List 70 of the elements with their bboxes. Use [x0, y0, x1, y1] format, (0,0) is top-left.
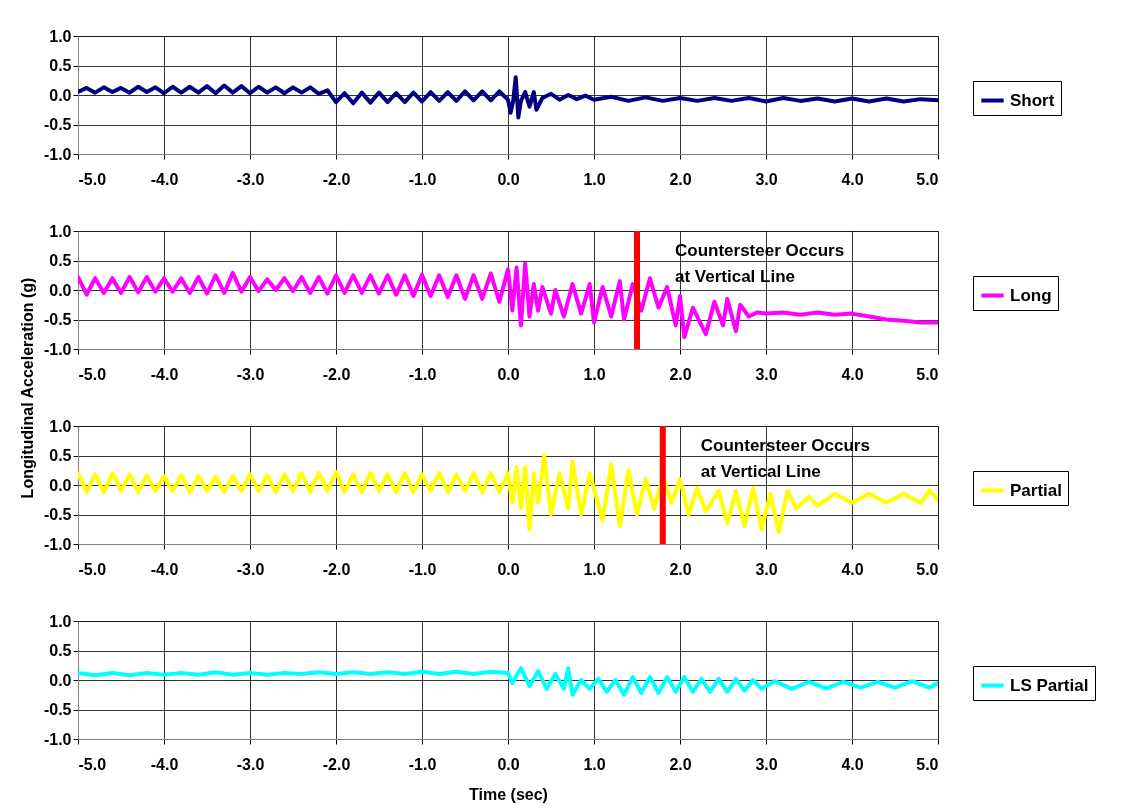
y-tick-label: -0.5: [43, 701, 72, 718]
x-tick-label: 3.0: [755, 560, 778, 578]
y-tick-label: -0.5: [43, 311, 72, 328]
x-tick-label: 4.0: [841, 560, 864, 578]
y-tick-label: 0.0: [49, 86, 72, 104]
x-tick-label: 0.0: [497, 755, 520, 773]
x-tick-label: 0.0: [497, 365, 520, 383]
x-tick-label: -2.0: [322, 560, 351, 578]
x-tick-label: 1.0: [583, 170, 606, 188]
y-tick-label: 1.0: [49, 222, 72, 240]
x-tick-label: -3.0: [236, 755, 265, 773]
x-tick-label: 3.0: [755, 170, 778, 188]
x-tick-label: 5.0: [916, 560, 939, 578]
x-tick-label: -1.0: [408, 755, 437, 773]
x-tick-label: 2.0: [669, 170, 692, 188]
x-tick-label: 3.0: [755, 755, 778, 773]
x-tick-label: 1.0: [583, 755, 606, 773]
x-tick-label: -5.0: [78, 560, 107, 578]
x-axis-title: Time (sec): [469, 785, 548, 803]
y-tick-label: -1.0: [43, 145, 72, 163]
x-tick-label: -4.0: [150, 365, 179, 383]
x-tick-label: 3.0: [755, 365, 778, 383]
x-tick-label: -1.0: [408, 365, 437, 383]
y-tick-label: -1.0: [43, 730, 72, 748]
y-tick-label: -0.5: [43, 116, 72, 133]
x-tick-label: 2.0: [669, 755, 692, 773]
x-tick-label: 4.0: [841, 365, 864, 383]
legend-label: LS Partial: [1010, 675, 1089, 695]
y-axis-title: Longitudinal Acceleration (g): [18, 277, 36, 499]
x-tick-label: 0.0: [497, 170, 520, 188]
y-tick-label: 0.0: [49, 476, 72, 494]
y-tick-label: 0.5: [49, 252, 72, 269]
y-tick-label: 1.0: [49, 27, 72, 45]
y-tick-label: 0.5: [49, 447, 72, 464]
y-tick-label: 0.0: [49, 671, 72, 689]
x-tick-label: -3.0: [236, 170, 265, 188]
x-tick-label: -4.0: [150, 170, 179, 188]
x-tick-label: 1.0: [583, 365, 606, 383]
x-tick-label: -1.0: [408, 560, 437, 578]
x-tick-label: -3.0: [236, 560, 265, 578]
x-tick-label: 5.0: [916, 170, 939, 188]
y-tick-label: 1.0: [49, 417, 72, 435]
x-tick-label: -2.0: [322, 755, 351, 773]
y-tick-label: -0.5: [43, 506, 72, 523]
x-tick-label: -1.0: [408, 170, 437, 188]
x-tick-label: 2.0: [669, 365, 692, 383]
x-tick-label: -5.0: [78, 365, 107, 383]
x-tick-label: -2.0: [322, 170, 351, 188]
x-tick-label: -4.0: [150, 755, 179, 773]
legend-label: Short: [1010, 90, 1055, 110]
x-tick-label: 5.0: [916, 365, 939, 383]
x-tick-label: 4.0: [841, 170, 864, 188]
x-tick-label: 2.0: [669, 560, 692, 578]
y-tick-label: 0.5: [49, 57, 72, 74]
x-tick-label: -2.0: [322, 365, 351, 383]
legend-label: Long: [1010, 285, 1052, 305]
y-tick-label: -1.0: [43, 340, 72, 358]
x-tick-label: 4.0: [841, 755, 864, 773]
y-tick-label: -1.0: [43, 535, 72, 553]
x-tick-label: -3.0: [236, 365, 265, 383]
x-tick-label: 0.0: [497, 560, 520, 578]
x-tick-label: -5.0: [78, 755, 107, 773]
x-tick-label: -5.0: [78, 170, 107, 188]
x-tick-label: 1.0: [583, 560, 606, 578]
y-tick-label: 1.0: [49, 612, 72, 630]
x-tick-label: 5.0: [916, 755, 939, 773]
legend-label: Partial: [1010, 480, 1062, 500]
y-tick-label: 0.0: [49, 281, 72, 299]
x-tick-label: -4.0: [150, 560, 179, 578]
y-tick-label: 0.5: [49, 642, 72, 659]
